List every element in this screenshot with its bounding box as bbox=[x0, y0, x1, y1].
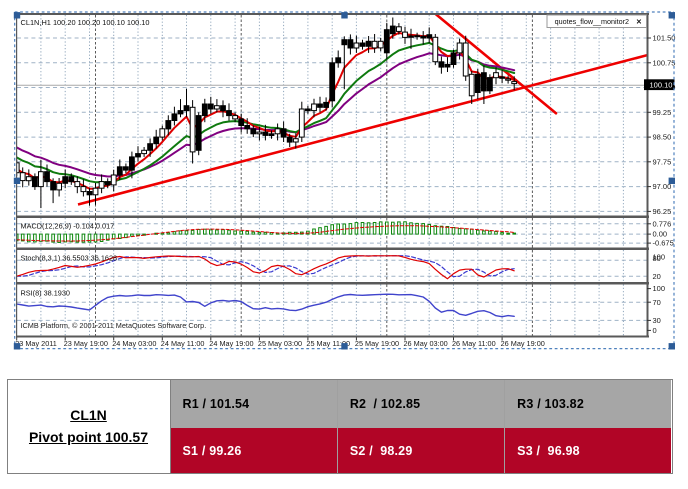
svg-text:23 May 19:00: 23 May 19:00 bbox=[64, 339, 108, 348]
svg-text:24 May 03:00: 24 May 03:00 bbox=[112, 339, 156, 348]
svg-text:25 May 03:00: 25 May 03:00 bbox=[258, 339, 302, 348]
svg-text:0.776: 0.776 bbox=[653, 219, 672, 228]
svg-text:23 May 2011: 23 May 2011 bbox=[15, 339, 57, 348]
svg-text:99.25: 99.25 bbox=[653, 108, 672, 117]
svg-text:80: 80 bbox=[653, 254, 661, 263]
svg-text:RSI(8) 38.1930: RSI(8) 38.1930 bbox=[21, 289, 71, 298]
svg-text:✕: ✕ bbox=[636, 19, 642, 26]
svg-text:24 May 11:00: 24 May 11:00 bbox=[161, 339, 205, 348]
svg-text:CL1N,H1 100.20 100.20 100.10: CL1N,H1 100.20 100.20 100.10 100.10 bbox=[21, 18, 150, 27]
svg-text:26 May 19:00: 26 May 19:00 bbox=[501, 339, 545, 348]
svg-text:25 May 19:00: 25 May 19:00 bbox=[355, 339, 399, 348]
svg-text:quotes_flow__monitor2: quotes_flow__monitor2 bbox=[555, 17, 629, 26]
svg-text:20: 20 bbox=[653, 272, 661, 281]
svg-text:96.25: 96.25 bbox=[653, 207, 672, 216]
svg-text:MACD(12,26,9) -0.104 0.017: MACD(12,26,9) -0.104 0.017 bbox=[21, 222, 115, 231]
svg-text:100: 100 bbox=[653, 252, 666, 261]
svg-text:-0.675: -0.675 bbox=[653, 239, 674, 248]
svg-text:Stoch(8,3,1) 36.5503 36.1628: Stoch(8,3,1) 36.5503 36.1628 bbox=[21, 254, 118, 263]
svg-text:0: 0 bbox=[653, 326, 657, 335]
svg-text:26 May 03:00: 26 May 03:00 bbox=[404, 339, 448, 348]
svg-text:25 May 11:00: 25 May 11:00 bbox=[306, 339, 350, 348]
svg-text:26 May 11:00: 26 May 11:00 bbox=[452, 339, 496, 348]
svg-text:ICMB Platform, © 2001-2011 Met: ICMB Platform, © 2001-2011 MetaQuotes So… bbox=[21, 321, 207, 330]
svg-text:100.10: 100.10 bbox=[650, 81, 673, 90]
svg-text:97.75: 97.75 bbox=[653, 157, 672, 166]
svg-text:98.50: 98.50 bbox=[653, 133, 672, 142]
svg-text:100.75: 100.75 bbox=[653, 58, 676, 67]
svg-text:30: 30 bbox=[653, 316, 661, 325]
svg-text:101.50: 101.50 bbox=[653, 34, 676, 43]
svg-text:24 May 19:00: 24 May 19:00 bbox=[209, 339, 253, 348]
svg-text:0.00: 0.00 bbox=[653, 230, 668, 239]
svg-text:70: 70 bbox=[653, 298, 661, 307]
svg-text:100: 100 bbox=[653, 284, 666, 293]
svg-text:97.00: 97.00 bbox=[653, 182, 672, 191]
